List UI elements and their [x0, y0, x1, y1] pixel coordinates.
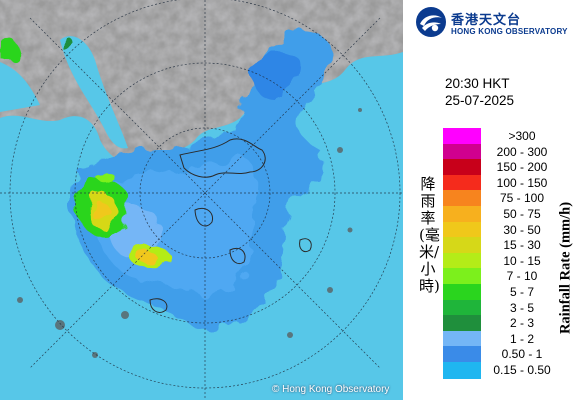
legend-label: 150 - 200	[496, 160, 548, 175]
copyright-label: © Hong Kong Observatory	[272, 384, 390, 395]
legend-swatch	[443, 221, 481, 239]
legend-swatch	[443, 315, 481, 333]
legend-item: 0.50 - 1	[443, 346, 563, 364]
legend-label: 2 - 3	[509, 316, 534, 331]
legend-swatch	[443, 128, 481, 145]
legend-label: 10 - 15	[503, 253, 541, 268]
legend-swatch	[443, 284, 481, 301]
hko-logo: 香港天文台 HONG KONG OBSERVATORY	[415, 6, 575, 40]
org-name-en: HONG KONG OBSERVATORY	[451, 27, 568, 36]
legend-label: 3 - 5	[509, 300, 534, 315]
radar-map-graphic	[0, 0, 403, 400]
legend-item: >300	[443, 128, 563, 145]
legend-swatch	[443, 237, 481, 255]
legend-label: 15 - 30	[503, 238, 541, 253]
legend-label: 5 - 7	[509, 285, 534, 299]
legend-item: 5 - 7	[443, 284, 563, 301]
legend-swatch	[443, 346, 481, 364]
legend-label: 1 - 2	[509, 331, 534, 346]
date-label: 25-07-2025	[445, 93, 515, 108]
legend-item: 3 - 5	[443, 299, 563, 317]
org-name-cn: 香港天文台	[451, 13, 522, 28]
legend-swatch	[443, 362, 481, 379]
legend-item: 1 - 2	[443, 330, 563, 348]
legend-item: 0.15 - 0.50	[443, 362, 563, 379]
legend-swatch	[443, 268, 481, 286]
legend-item: 200 - 300	[443, 143, 563, 161]
legend-label: 0.50 - 1	[501, 347, 543, 362]
legend-label: 30 - 50	[503, 222, 541, 237]
legend-panel: 香港天文台 HONG KONG OBSERVATORY 20:30 HKT 25…	[403, 0, 577, 400]
legend-item: 7 - 10	[443, 268, 563, 286]
legend-item: 100 - 150	[443, 174, 563, 192]
legend-item: 15 - 30	[443, 237, 563, 255]
legend-swatch	[443, 174, 481, 192]
legend-swatch	[443, 299, 481, 317]
legend-item: 2 - 3	[443, 315, 563, 333]
radar-map: © Hong Kong Observatory	[0, 0, 403, 400]
legend-label: 100 - 150	[496, 175, 548, 190]
legend-title-cn: 降雨率(毫米/小時)	[419, 175, 440, 295]
legend-item: 30 - 50	[443, 221, 563, 239]
legend-label: 0.15 - 0.50	[493, 363, 551, 377]
legend-label: 7 - 10	[506, 269, 538, 284]
legend-title-en: Rainfall Rate (mm/h)	[557, 201, 574, 335]
legend-item: 50 - 75	[443, 206, 563, 223]
legend-label: 50 - 75	[503, 207, 541, 221]
legend-swatch	[443, 252, 481, 270]
legend-swatch	[443, 143, 481, 161]
legend-item: 75 - 100	[443, 190, 563, 208]
legend-item: 10 - 15	[443, 252, 563, 270]
legend-label: 200 - 300	[496, 144, 548, 159]
legend-item: 150 - 200	[443, 159, 563, 177]
legend-swatch	[443, 159, 481, 177]
legend-label: >300	[508, 129, 536, 143]
legend-swatch	[443, 190, 481, 208]
time-label: 20:30 HKT	[445, 76, 510, 91]
legend-swatch	[443, 206, 481, 223]
legend-swatch	[443, 330, 481, 348]
hko-emblem-icon	[416, 7, 446, 37]
legend-label: 75 - 100	[499, 191, 545, 206]
